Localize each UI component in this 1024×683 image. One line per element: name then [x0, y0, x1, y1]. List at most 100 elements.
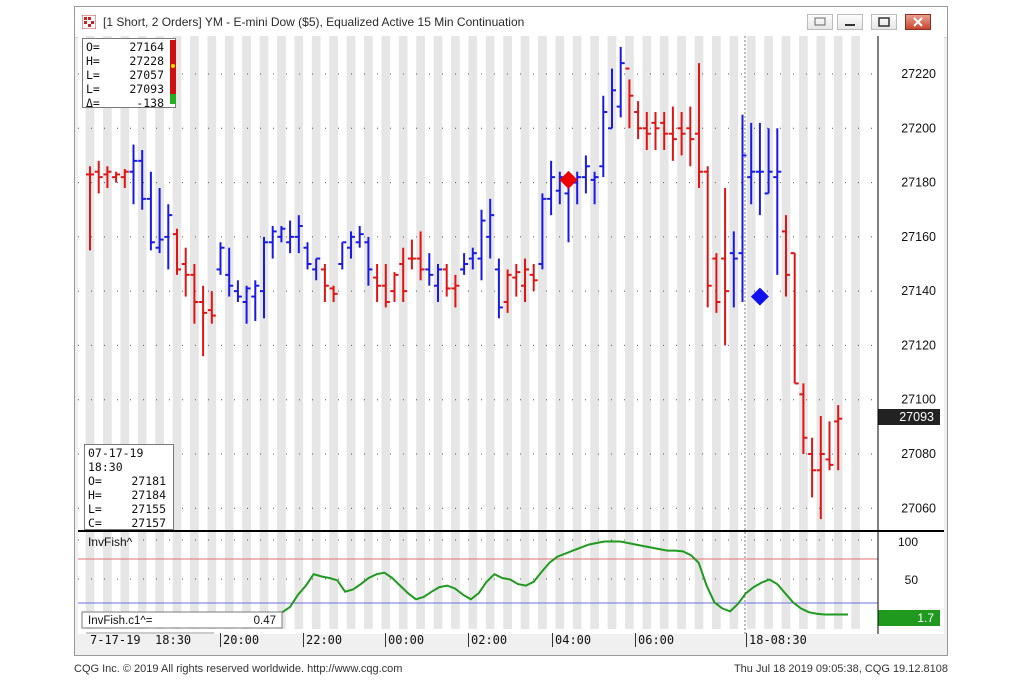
bar-info-time: 18:30 — [88, 460, 123, 474]
window-title: [1 Short, 2 Orders] YM - E-mini Dow ($5)… — [103, 15, 525, 29]
price-tick-label: 27060 — [901, 501, 936, 515]
price-bar — [486, 198, 495, 259]
stripe — [590, 36, 599, 634]
price-bar — [825, 421, 834, 471]
price-bar — [634, 101, 643, 140]
ohlc-value: -138 — [136, 96, 164, 110]
price-bar — [729, 231, 738, 308]
price-bar — [146, 171, 155, 251]
time-axis-label: 20:00 — [220, 633, 259, 647]
price-bar — [268, 226, 277, 259]
stripe — [364, 36, 373, 634]
bar-info-row: C= 27157 — [88, 516, 170, 530]
indicator-readout-box — [81, 611, 283, 629]
price-bar — [442, 264, 451, 297]
stripe — [381, 36, 391, 634]
price-bar — [86, 166, 94, 251]
stripe — [277, 36, 286, 634]
ohlc-row: L= 27057 — [86, 68, 172, 82]
price-bar — [338, 241, 347, 270]
price-bar — [503, 269, 512, 313]
price-bar — [320, 264, 329, 302]
price-bar — [529, 264, 538, 292]
price-bar — [521, 258, 529, 302]
stripe — [416, 36, 425, 634]
chart-area[interactable]: 27060 27080 27100 27120 27140 27160 27180 27200… — [78, 36, 944, 650]
stripe — [259, 36, 269, 634]
stripe — [172, 36, 182, 634]
range-gauge — [170, 40, 176, 104]
bar-info-value: 27181 — [131, 474, 166, 488]
price-bar — [808, 437, 817, 498]
price-bar — [686, 106, 695, 167]
bar-info-row: H= 27184 — [88, 488, 170, 502]
bar-info-row: O= 27181 — [88, 474, 170, 488]
stripe — [103, 36, 112, 634]
price-bar — [512, 264, 521, 297]
footer-timestamp: Thu Jul 18 2019 09:05:38, CQG 19.12.8108 — [733, 663, 948, 675]
ohlc-key: O= — [86, 40, 100, 54]
cqg-app-icon — [82, 15, 96, 29]
stripe — [729, 36, 739, 634]
price-bar — [747, 122, 756, 205]
price-bar — [581, 155, 590, 194]
price-bar — [608, 68, 616, 130]
price-bar — [773, 128, 782, 275]
price-bar — [312, 257, 321, 281]
price-bar — [642, 112, 651, 150]
price-chart[interactable]: 27060 27080 27100 27120 27140 27160 27180 27200… — [78, 36, 944, 650]
price-bar — [355, 226, 364, 248]
price-bar — [399, 247, 408, 302]
indicator-line — [281, 540, 848, 616]
bar-info-key: C= — [88, 516, 102, 530]
maximize-button[interactable] — [871, 14, 897, 30]
price-bar — [94, 160, 103, 194]
bar-info-value: 27155 — [131, 502, 166, 516]
time-axis-label: 18-08:30 — [746, 633, 807, 647]
price-tick-label: 27080 — [901, 447, 936, 461]
bar-info-key: L= — [88, 502, 102, 516]
title-bar[interactable]: [1 Short, 2 Orders] YM - E-mini Dow ($5)… — [75, 7, 947, 38]
price-bar — [381, 264, 390, 308]
minimize-button[interactable] — [837, 14, 863, 30]
bar-info-box: 07-17-19 18:30 O= 27181 H= 27184 L= 27155 C= 27… — [84, 444, 174, 530]
price-tick-label: 27200 — [901, 121, 936, 135]
stripe — [799, 36, 808, 634]
indicator-value-tag — [878, 610, 940, 626]
link-icon — [814, 17, 826, 26]
time-axis-label: 00:00 — [385, 633, 424, 647]
price-bar — [782, 215, 790, 297]
time-axis-label: 22:00 — [303, 633, 342, 647]
last-price-tag — [878, 409, 940, 425]
price-bar — [599, 95, 608, 178]
ohlc-row: O= 27164 — [86, 40, 172, 54]
price-bar — [242, 285, 251, 324]
price-bar — [816, 416, 825, 520]
price-bar — [790, 252, 799, 385]
stripe — [190, 36, 199, 634]
price-bar — [712, 253, 721, 313]
close-button[interactable] — [905, 14, 931, 30]
price-bar — [834, 405, 843, 471]
indicator-readout-label: InvFish.c1^= — [88, 615, 153, 627]
ohlc-key: L= — [86, 68, 100, 82]
link-button[interactable] — [807, 14, 833, 30]
price-bar — [233, 280, 242, 302]
ohlc-value: 27164 — [129, 40, 164, 54]
price-bar — [703, 166, 712, 308]
price-bar — [120, 169, 129, 188]
stripe — [764, 36, 773, 634]
buy-marker — [750, 287, 769, 306]
price-bar — [416, 231, 425, 281]
price-bar — [799, 383, 808, 454]
bar-info-key: H= — [88, 488, 102, 502]
background-stripes — [85, 36, 860, 634]
ohlc-key: Δ= — [86, 96, 100, 110]
price-bar — [251, 280, 260, 321]
price-bar — [173, 228, 181, 275]
price-bar — [660, 112, 669, 150]
sell-marker — [559, 170, 578, 189]
indicator-tick-50: 50 — [905, 573, 919, 587]
footer-copyright: CQG Inc. © 2019 All rights reserved worl… — [74, 663, 403, 675]
price-bar — [721, 188, 730, 346]
